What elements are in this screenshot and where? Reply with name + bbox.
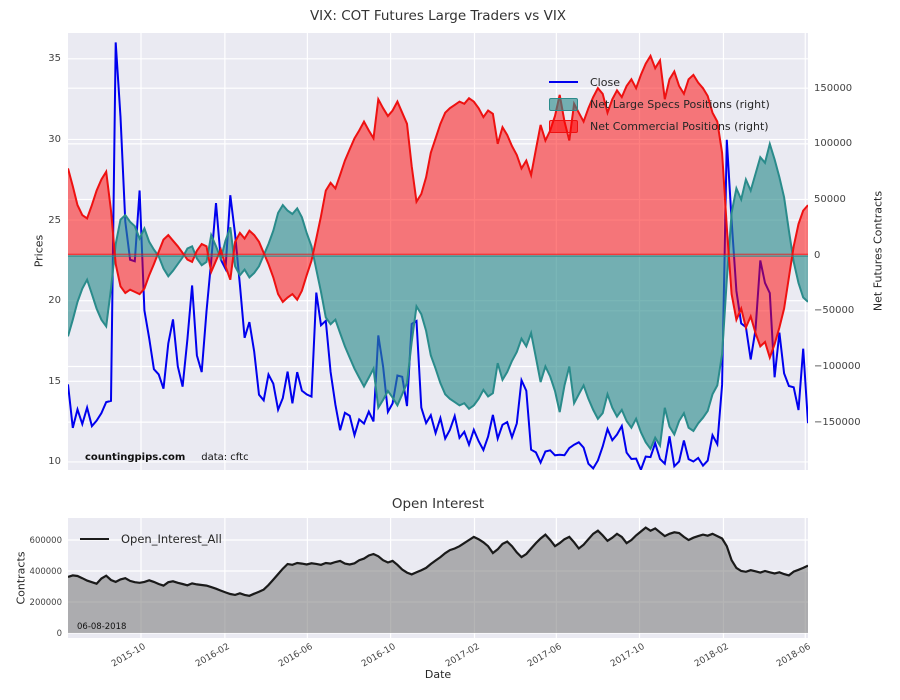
top-ytick-right: 150000: [814, 82, 853, 94]
top-ytick-left: 10: [48, 456, 61, 468]
bottom-ytick: 0: [56, 629, 62, 640]
top-ytick-left: 15: [48, 375, 61, 387]
x-tick-label: 2015-10: [110, 642, 148, 670]
legend-label-commercial: Net Commercial Positions (right): [590, 119, 769, 133]
x-tick-label: 2017-02: [443, 642, 482, 670]
top-chart-canvas: [68, 33, 808, 470]
x-tick-label: 2016-02: [194, 642, 232, 670]
bottom-ytick: 600000: [29, 536, 62, 546]
bottom-ytick: 200000: [29, 598, 62, 609]
top-ytick-right: −150000: [814, 416, 861, 428]
oi-line-swatch: [80, 538, 109, 540]
x-tick-label: 2017-10: [608, 642, 647, 670]
x-tick-label: 2017-06: [525, 642, 564, 670]
specs-patch-swatch: [549, 97, 578, 111]
top-ytick-right: 0: [814, 249, 821, 261]
report-date-note: 06-08-2018: [77, 622, 127, 632]
top-legend: Close Net Large Specs Positions (right) …: [549, 74, 770, 134]
legend-label-open-interest: Open_Interest_All: [121, 532, 222, 546]
legend-item-specs: Net Large Specs Positions (right): [549, 96, 770, 112]
legend-label-close: Close: [590, 75, 620, 89]
bottom-legend: Open_Interest_All: [80, 532, 222, 546]
close-line-swatch: [549, 81, 578, 83]
top-ytick-right: 100000: [814, 138, 853, 150]
top-ylabel-left: Prices: [32, 234, 46, 268]
legend-item-close: Close: [549, 74, 770, 90]
top-ytick-left: 30: [48, 133, 61, 145]
top-ytick-right: −100000: [814, 360, 861, 372]
x-tick-label: 2018-06: [774, 642, 813, 670]
watermark-source: data: cftc: [201, 452, 249, 463]
legend-item-commercial: Net Commercial Positions (right): [549, 118, 770, 134]
x-tick-label: 2016-10: [360, 642, 398, 670]
legend-label-specs: Net Large Specs Positions (right): [590, 97, 770, 111]
bottom-plot-area: Open_Interest_All 06-08-2018: [68, 518, 808, 638]
top-chart-title: VIX: COT Futures Large Traders vs VIX: [309, 8, 567, 24]
watermark-site: countingpips.com: [85, 452, 186, 463]
top-ytick-right: −50000: [814, 305, 855, 317]
watermark-note: countingpips.com data: cftc: [85, 452, 249, 463]
top-ytick-left: 25: [48, 214, 61, 226]
commercial-patch-swatch: [549, 119, 578, 133]
top-ylabel-right: Net Futures Contracts: [871, 190, 885, 312]
top-ytick-right: 50000: [814, 194, 846, 206]
x-axis-label: Date: [424, 668, 452, 681]
bottom-ytick: 400000: [29, 567, 62, 578]
x-tick-label: 2018-02: [692, 642, 731, 670]
x-tick-label: 2016-06: [276, 642, 315, 670]
bottom-chart-title: Open Interest: [391, 496, 485, 512]
top-ytick-left: 20: [48, 295, 61, 307]
top-plot-area: Close Net Large Specs Positions (right) …: [68, 33, 808, 470]
top-ytick-left: 35: [48, 53, 61, 65]
bottom-chart-canvas: [68, 518, 808, 638]
